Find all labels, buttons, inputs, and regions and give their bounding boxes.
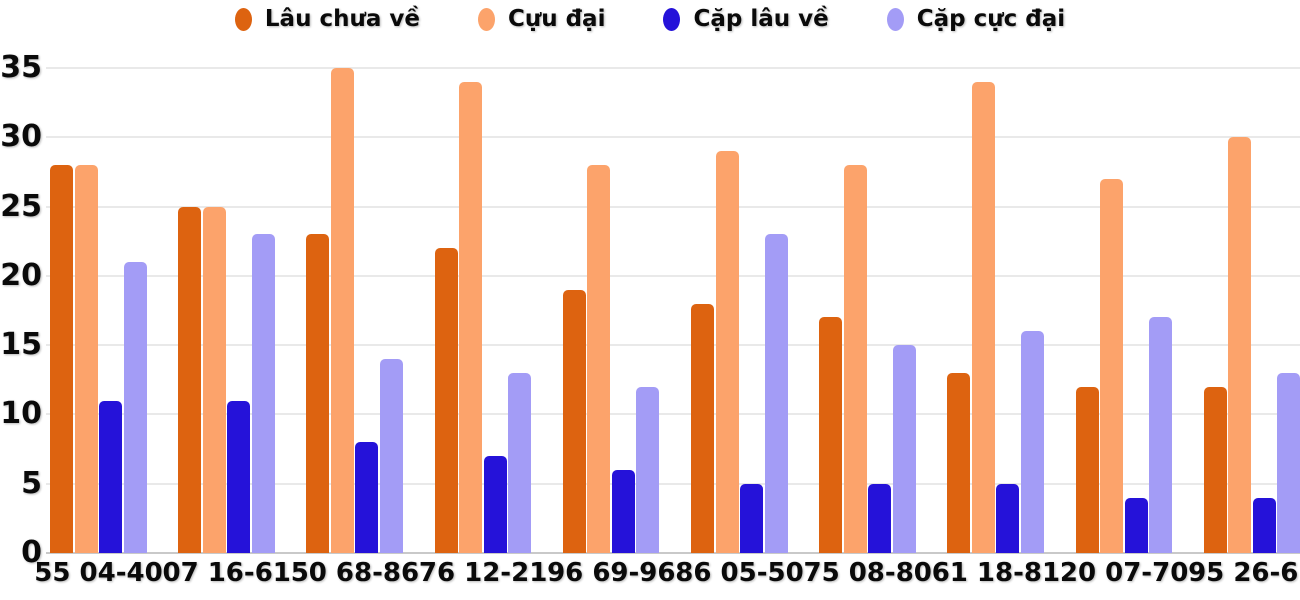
bar: [996, 483, 1020, 553]
legend-label: Cựu đại: [507, 6, 606, 32]
bar: [50, 165, 73, 553]
bar: [330, 68, 354, 553]
y-axis-tick-label: 5: [21, 465, 42, 501]
chart-legend: Lâu chưa về Cựu đại Cặp lâu về Cặp cực đại: [0, 6, 1300, 32]
bar: [562, 289, 586, 553]
bar-group-0: [50, 165, 147, 553]
bar: [740, 483, 763, 553]
bar-group-7: [947, 81, 1044, 553]
x-axis-category-label: 61 18-81: [931, 558, 1061, 588]
y-axis-tick-label: 30: [0, 119, 42, 155]
x-axis-category-label: 95 26-62: [1188, 558, 1300, 588]
y-axis-tick-label: 35: [0, 50, 42, 85]
bar: [764, 234, 788, 553]
x-axis-category-label: 55 04-40: [34, 558, 163, 588]
bar: [892, 345, 916, 553]
bar-group-9: [1203, 137, 1300, 553]
x-axis-category-label: 75 08-80: [803, 558, 932, 588]
bar-group-6: [819, 165, 916, 553]
bar: [971, 81, 995, 553]
legend-marker-icon: [886, 7, 904, 31]
gridline: [46, 205, 1300, 208]
bar: [1100, 178, 1124, 553]
bar-group-2: [306, 68, 403, 553]
x-axis-category-label: 50 68-86: [290, 558, 420, 588]
bar: [1203, 386, 1227, 553]
bar: [202, 206, 226, 553]
bar: [947, 372, 971, 553]
gridline: [46, 482, 1300, 485]
bar: [1252, 497, 1276, 553]
y-axis-tick-label: 0: [21, 535, 42, 570]
legend-label: Cặp cực đại: [916, 6, 1066, 32]
bar: [691, 303, 714, 553]
x-axis-category-label: 86 05-50: [675, 558, 804, 588]
x-axis-category-label: 96 69-96: [547, 558, 676, 588]
bar: [306, 234, 330, 553]
bar: [74, 165, 98, 553]
gridline: [46, 136, 1300, 139]
gridline: [46, 344, 1300, 347]
bar: [1228, 137, 1252, 553]
x-axis-baseline: [46, 552, 1300, 554]
bar: [843, 165, 867, 553]
legend-label: Cặp lâu về: [693, 6, 829, 32]
bar: [587, 165, 611, 553]
bar: [434, 248, 458, 553]
legend-marker-icon: [477, 7, 495, 31]
legend-item-0: Lâu chưa về: [234, 6, 420, 32]
x-axis-category-label: 76 12-21: [418, 558, 548, 588]
bar: [355, 442, 379, 553]
bar: [251, 234, 275, 553]
bar-group-5: [691, 151, 788, 553]
bar: [636, 386, 660, 553]
bar: [611, 469, 635, 553]
bar: [1149, 317, 1173, 553]
bar: [483, 456, 507, 553]
bar: [178, 206, 202, 553]
bar: [819, 317, 843, 553]
bar: [508, 372, 532, 553]
x-axis-category-label: 20 07-70: [1059, 558, 1189, 588]
y-axis-tick-label: 20: [0, 257, 42, 293]
y-axis-tick-label: 10: [0, 396, 42, 432]
bar: [1020, 331, 1044, 553]
bar-group-1: [178, 206, 275, 553]
bar: [1277, 372, 1300, 553]
y-axis-tick-label: 25: [0, 188, 42, 224]
legend-marker-icon: [234, 7, 252, 31]
y-axis-tick-label: 15: [0, 327, 42, 363]
bar-group-3: [434, 81, 532, 553]
x-axis-category-label: 07 16-61: [162, 558, 291, 588]
bar-group-8: [1075, 178, 1173, 553]
legend-label: Lâu chưa về: [264, 6, 420, 32]
bar: [123, 262, 147, 553]
legend-item-3: Cặp cực đại: [886, 6, 1066, 32]
legend-marker-icon: [663, 7, 681, 31]
bar: [1075, 386, 1099, 553]
bar: [868, 483, 892, 553]
bar: [99, 400, 122, 553]
gridline: [46, 67, 1300, 69]
bar: [459, 81, 483, 553]
gridline: [46, 413, 1300, 416]
bar: [1124, 497, 1148, 553]
legend-item-2: Cặp lâu về: [663, 6, 829, 32]
gridline: [46, 274, 1300, 277]
bar: [715, 151, 739, 553]
bar-group-4: [562, 165, 660, 553]
bar: [227, 400, 251, 553]
bar: [379, 359, 403, 553]
legend-item-1: Cựu đại: [477, 6, 606, 32]
